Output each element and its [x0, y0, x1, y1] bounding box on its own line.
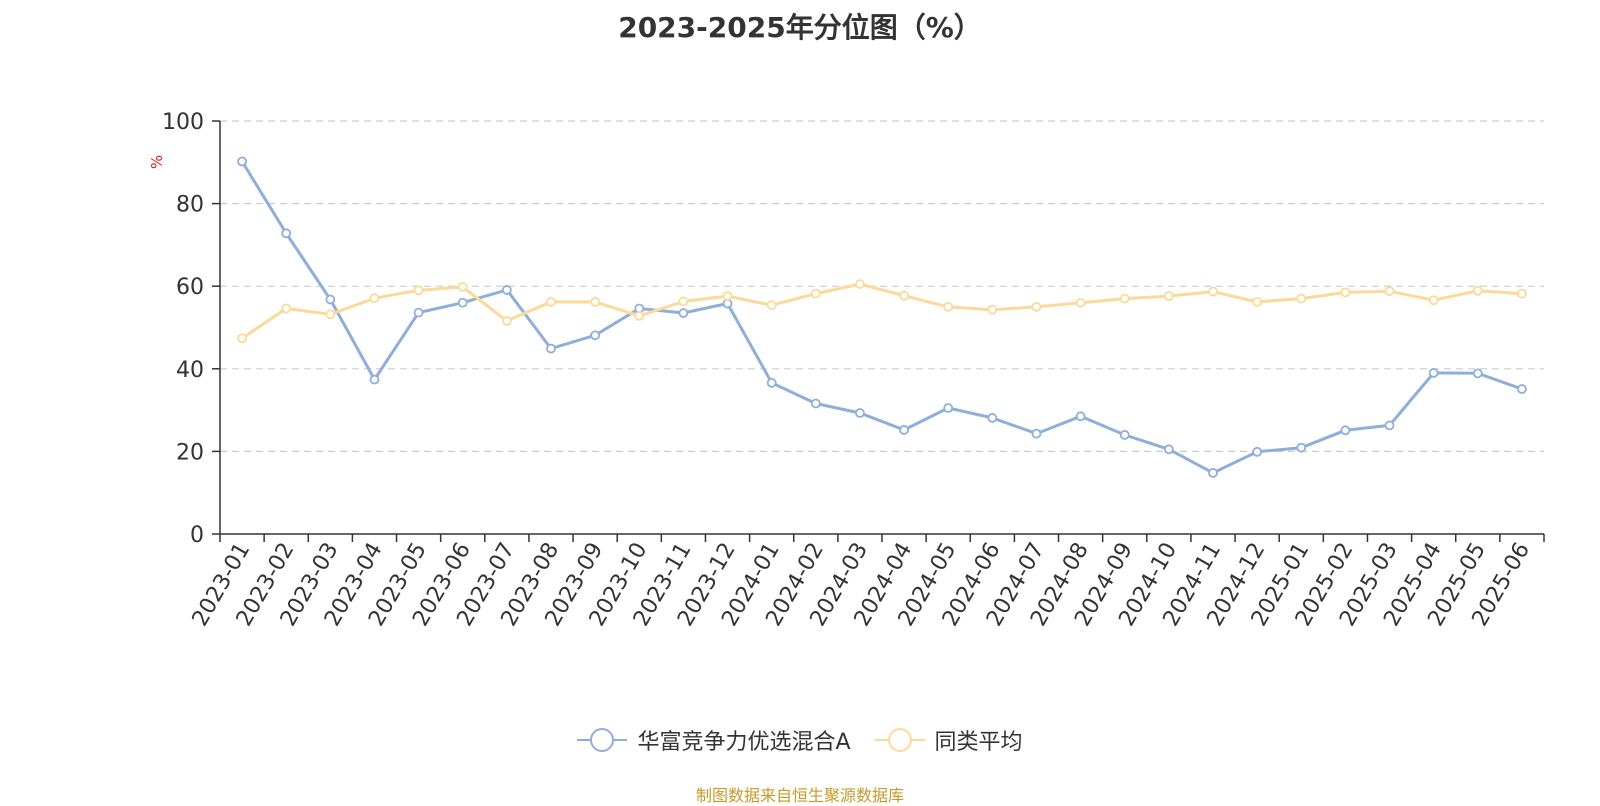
data-point — [1031, 428, 1042, 439]
legend-item-series-2[interactable]: 同类平均 — [874, 724, 1023, 756]
legend-marker-series-1 — [577, 728, 628, 752]
data-point — [810, 288, 821, 299]
data-point — [237, 333, 247, 344]
data-point — [1517, 384, 1527, 394]
data-point — [1119, 293, 1130, 304]
data-point — [1296, 293, 1307, 304]
data-point — [943, 403, 954, 413]
y-tick-label: 60 — [176, 275, 204, 300]
data-point — [855, 408, 865, 418]
data-point — [766, 377, 777, 388]
data-point — [1119, 429, 1130, 440]
data-point — [1075, 411, 1086, 422]
data-point — [1208, 286, 1218, 297]
data-point — [1296, 442, 1307, 453]
y-tick-label: 0 — [190, 523, 204, 548]
data-point — [546, 296, 556, 307]
data-point — [590, 296, 601, 307]
data-point — [501, 285, 512, 295]
data-point — [1428, 295, 1439, 306]
data-point — [237, 156, 247, 167]
data-point — [899, 425, 909, 435]
data-point — [810, 398, 821, 409]
data-point — [369, 374, 380, 385]
y-axis-label: % — [148, 155, 166, 169]
data-point — [1163, 444, 1174, 455]
data-point — [1384, 286, 1395, 297]
legend-label-series-1: 华富竞争力优选混合A — [637, 730, 851, 755]
data-point — [457, 297, 468, 308]
y-tick-label: 40 — [176, 358, 204, 383]
data-point — [1340, 287, 1351, 298]
data-point — [1252, 446, 1263, 457]
data-point — [678, 308, 689, 318]
data-point — [943, 301, 954, 312]
data-point — [1472, 285, 1483, 296]
data-point — [987, 413, 998, 423]
data-point — [281, 228, 292, 239]
data-point — [413, 307, 424, 318]
data-point — [546, 343, 556, 354]
data-point — [325, 294, 336, 305]
data-point — [855, 279, 865, 290]
series-line — [240, 160, 1524, 475]
data-point — [325, 309, 336, 320]
data-point — [369, 293, 380, 304]
data-point — [281, 303, 292, 314]
data-point — [722, 291, 733, 302]
data-point — [1075, 297, 1086, 308]
series-line — [240, 282, 1524, 340]
data-point — [766, 300, 777, 311]
data-point — [1517, 288, 1527, 299]
data-point — [1340, 425, 1351, 436]
data-point — [1252, 296, 1263, 307]
data-point — [987, 304, 998, 315]
data-point — [1163, 291, 1174, 302]
series-1 — [237, 156, 1527, 478]
data-point — [413, 285, 424, 296]
legend: 华富竞争力优选混合A 同类平均 — [0, 724, 1600, 756]
y-tick-label: 100 — [162, 110, 204, 135]
data-point — [1428, 368, 1439, 378]
data-point — [1031, 301, 1042, 312]
y-tick-label: 20 — [176, 440, 204, 465]
legend-marker-series-2 — [874, 728, 925, 752]
data-point — [899, 290, 909, 301]
data-point — [1384, 420, 1395, 431]
y-tick-label: 80 — [176, 193, 204, 218]
data-point — [501, 315, 512, 326]
data-point — [457, 282, 468, 292]
chart-title: 2023-2025年分位图（%） — [618, 11, 982, 44]
data-point — [590, 330, 601, 341]
legend-label-series-2: 同类平均 — [934, 730, 1023, 755]
source-note: 制图数据来自恒生聚源数据库 — [695, 786, 904, 805]
data-point — [678, 296, 689, 307]
series-2 — [237, 279, 1527, 344]
data-point — [634, 311, 645, 321]
legend-item-series-1[interactable]: 华富竞争力优选混合A — [577, 724, 851, 756]
data-point — [1472, 368, 1483, 379]
data-point — [1208, 467, 1218, 478]
